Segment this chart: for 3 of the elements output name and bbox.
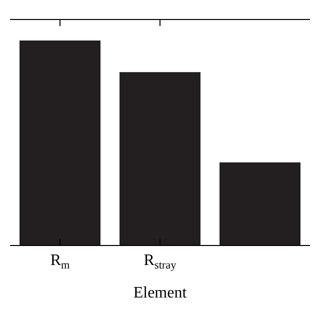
x-axis-title: Element (133, 284, 188, 302)
x-tick-label: R$_{m}$ (50, 252, 70, 272)
x-tick-label: R$_{stray}$ (144, 252, 177, 272)
